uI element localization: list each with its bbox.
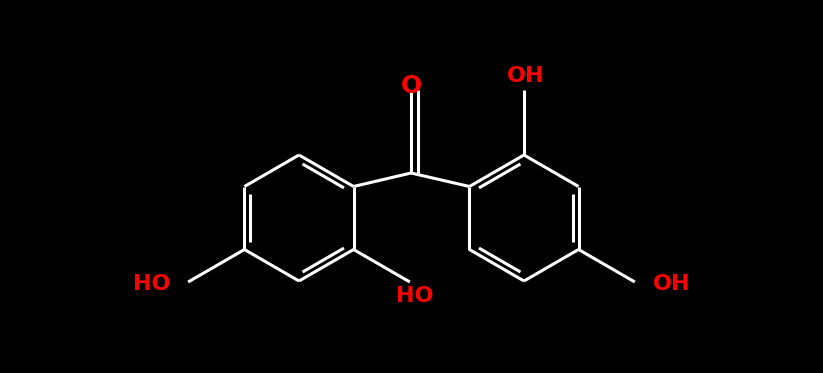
Text: OH: OH xyxy=(507,66,545,86)
Text: HO: HO xyxy=(133,274,170,294)
Text: O: O xyxy=(400,74,421,98)
Text: HO: HO xyxy=(396,286,434,306)
Text: OH: OH xyxy=(653,274,690,294)
